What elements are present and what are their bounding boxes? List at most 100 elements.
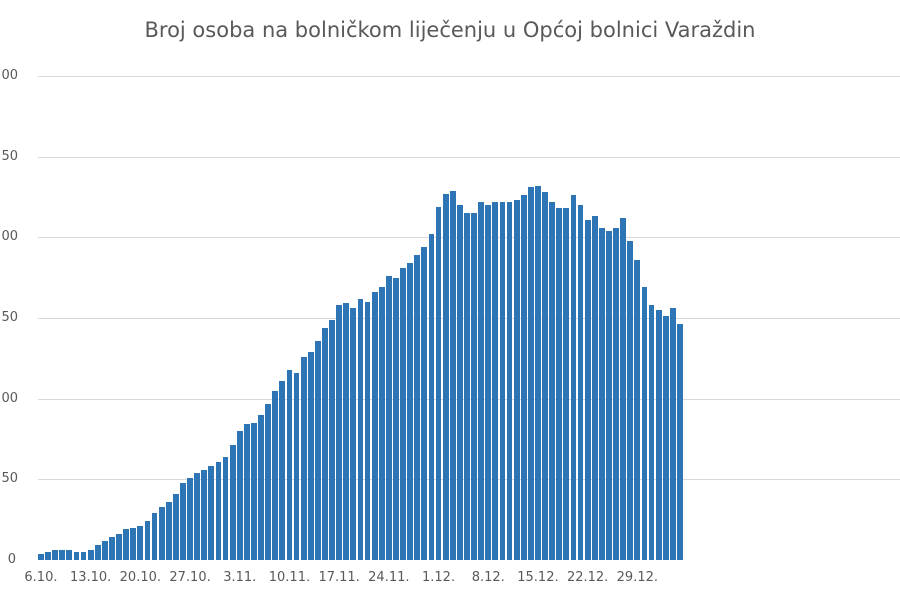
bar <box>677 324 683 560</box>
bar <box>520 195 527 560</box>
bar <box>151 513 158 560</box>
bar <box>527 187 534 560</box>
bar <box>130 527 137 560</box>
bar <box>73 551 80 560</box>
bar <box>449 190 456 560</box>
bar <box>258 414 264 560</box>
bar <box>478 201 485 560</box>
bar <box>662 316 669 560</box>
bar <box>357 298 364 560</box>
bar <box>80 551 87 560</box>
bar <box>116 534 122 560</box>
bar <box>307 351 314 560</box>
bar <box>101 540 108 560</box>
gridline <box>38 156 900 158</box>
bar <box>158 506 165 560</box>
bar <box>535 185 541 560</box>
y-tick-label: 50 <box>1 310 18 325</box>
x-tick-label: 6.10. <box>24 570 58 585</box>
y-tick-label: 50 <box>1 148 18 164</box>
x-tick-label: 1.12. <box>422 570 456 585</box>
bar <box>456 205 463 560</box>
x-tick-label: 10.11. <box>268 570 311 585</box>
bar <box>109 537 115 560</box>
bar <box>236 430 243 560</box>
bar <box>421 247 428 560</box>
bar <box>570 195 577 560</box>
bar <box>499 201 506 560</box>
bar <box>94 545 101 560</box>
y-tick-label: 50 <box>1 471 18 487</box>
bar <box>38 553 44 560</box>
bar <box>542 192 548 560</box>
x-tick-label: 8.12. <box>471 570 505 585</box>
bar <box>350 308 357 560</box>
bar <box>414 255 421 560</box>
bar <box>222 456 229 560</box>
bar <box>584 219 591 560</box>
bar <box>577 205 584 560</box>
bar <box>620 217 627 560</box>
bar <box>208 466 215 560</box>
bar <box>52 550 59 560</box>
bar <box>556 208 563 560</box>
bar <box>172 493 179 560</box>
x-tick-label: 17.11. <box>318 570 360 585</box>
y-tick-label: 00 <box>1 229 18 245</box>
bar <box>265 403 272 560</box>
bar <box>336 305 343 560</box>
bar <box>343 303 350 560</box>
bar <box>144 521 151 560</box>
bar <box>393 277 399 560</box>
x-tick-label: 20.10. <box>119 570 162 585</box>
gridline <box>38 76 900 77</box>
bar <box>45 551 51 560</box>
bar <box>180 482 186 560</box>
bar <box>300 356 307 560</box>
bar <box>428 234 435 560</box>
chart-title: Broj osoba na bolničkom liječenju u Općo… <box>144 18 756 42</box>
bar <box>59 550 66 560</box>
bar <box>322 327 328 560</box>
bar <box>286 369 293 560</box>
bar <box>293 372 300 560</box>
bar <box>549 201 556 560</box>
bar <box>279 380 286 560</box>
bar <box>187 477 193 560</box>
bar <box>400 268 406 560</box>
x-tick-label: 3.11. <box>223 570 257 585</box>
bar <box>591 216 598 560</box>
bar <box>669 308 676 560</box>
bar <box>87 550 94 560</box>
bar <box>641 287 648 560</box>
x-tick-label: 15.12. <box>517 570 559 585</box>
x-tick-label: 13.10. <box>69 570 112 585</box>
bar <box>407 263 414 560</box>
bar <box>613 227 619 560</box>
bar <box>165 501 172 560</box>
x-tick-label: 29.12. <box>616 570 659 585</box>
bar <box>329 319 335 560</box>
bar <box>66 550 73 560</box>
bar <box>385 276 392 560</box>
bar <box>442 193 449 560</box>
bar <box>123 529 130 560</box>
bar <box>606 230 612 560</box>
bar <box>229 445 236 560</box>
bar <box>364 301 371 560</box>
bar <box>435 206 442 560</box>
bar <box>378 287 385 560</box>
bar <box>598 227 605 560</box>
x-tick-label: 24.11. <box>368 570 410 585</box>
bar <box>201 469 208 560</box>
x-tick-label: 22.12. <box>566 570 609 585</box>
bar <box>655 309 662 560</box>
bar <box>314 340 321 560</box>
y-tick-label: 0 <box>7 552 16 567</box>
bar <box>215 461 222 560</box>
bar <box>634 259 641 560</box>
bar <box>471 213 477 560</box>
bar <box>272 390 279 560</box>
bar <box>485 205 492 560</box>
y-tick-label: 00 <box>1 68 18 83</box>
